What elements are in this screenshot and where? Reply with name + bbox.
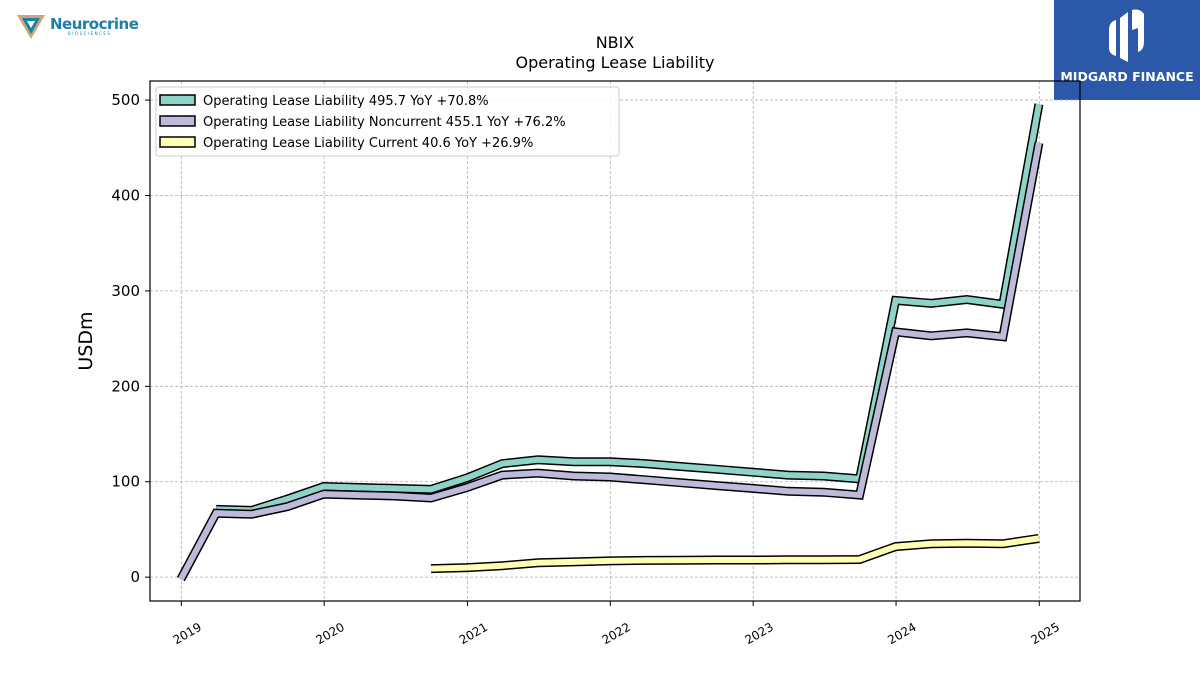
series-outline	[215, 103, 1044, 515]
series-line	[178, 142, 1042, 581]
y-tick-label: 0	[130, 568, 140, 586]
legend-label: Operating Lease Liability Current 40.6 Y…	[203, 136, 533, 151]
neurocrine-sub-text: BIOSCIENCES	[68, 31, 112, 36]
series-1	[176, 142, 1044, 582]
y-tick-label: 500	[111, 91, 140, 109]
x-tick-label: 2021	[457, 620, 490, 647]
legend-swatch	[159, 94, 196, 106]
chart-title: NBIX	[595, 33, 635, 52]
y-tick-label: 200	[111, 377, 140, 395]
series-line	[430, 535, 1040, 572]
series-outline	[176, 142, 1044, 582]
x-tick-label: 2022	[600, 620, 633, 647]
series-line	[216, 103, 1042, 514]
y-axis-label: USDm	[75, 311, 97, 370]
y-tick-label: 100	[111, 473, 140, 491]
legend: Operating Lease Liability 495.7 YoY +70.…	[155, 86, 620, 157]
x-tick-label: 2020	[313, 620, 346, 647]
legend-swatch	[159, 115, 196, 127]
legend-box	[155, 86, 620, 157]
legend-label: Operating Lease Liability 495.7 YoY +70.…	[203, 94, 489, 109]
y-tick-label: 300	[111, 282, 140, 300]
plot-frame	[149, 80, 1081, 602]
legend-swatch	[159, 136, 196, 148]
series-2	[430, 533, 1040, 574]
x-tick-label: 2023	[742, 620, 775, 647]
neurocrine-logo: Neurocrine BIOSCIENCES	[16, 14, 146, 42]
x-tick-label: 2025	[1029, 620, 1062, 647]
chart-subtitle: Operating Lease Liability	[515, 53, 715, 72]
neurocrine-emblem-icon	[17, 15, 45, 39]
midgard-finance-logo: MIDGARD FINANCE	[1054, 0, 1200, 100]
series-0	[215, 103, 1044, 515]
x-tick-label: 2019	[171, 620, 204, 647]
midgard-brand-text: MIDGARD FINANCE	[1060, 69, 1194, 84]
legend-label: Operating Lease Liability Noncurrent 455…	[203, 115, 566, 130]
y-tick-label: 400	[111, 186, 140, 204]
x-tick-label: 2024	[885, 620, 918, 647]
midgard-emblem-icon	[1109, 9, 1144, 62]
neurocrine-brand-text: Neurocrine	[50, 15, 139, 33]
